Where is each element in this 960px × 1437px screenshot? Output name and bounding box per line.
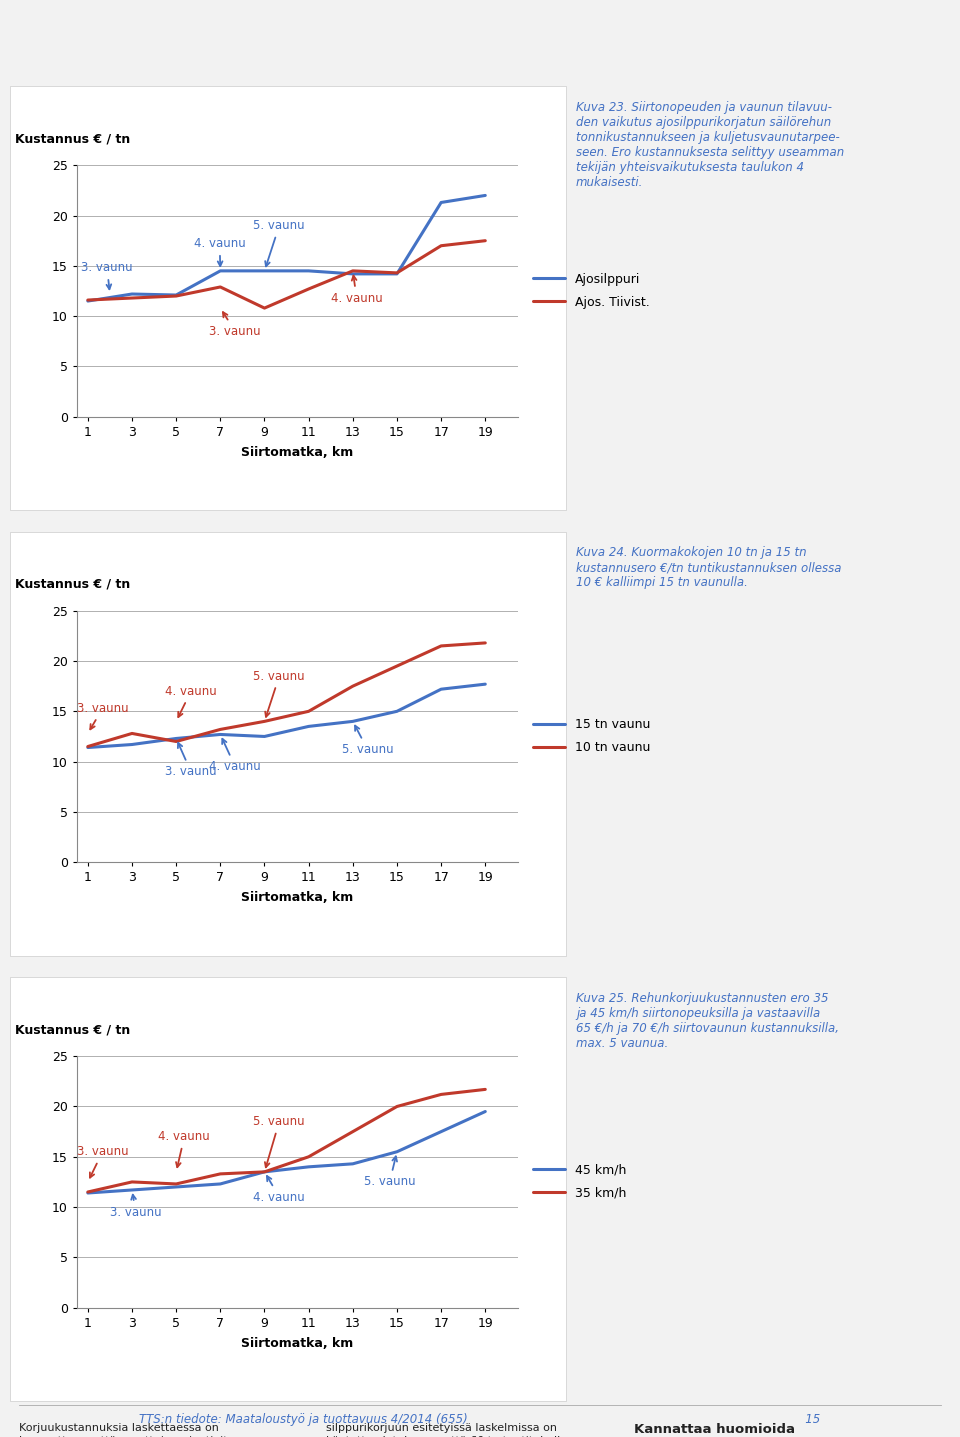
Text: Kuva 23. Siirtonopeuden ja vaunun tilavuu-
den vaikutus ajosilppurikorjatun säil: Kuva 23. Siirtonopeuden ja vaunun tilavu… <box>576 101 844 188</box>
Line: 45 km/h: 45 km/h <box>88 1112 486 1193</box>
Ajosilppuri <box>392 266 403 283</box>
Text: Kannattaa huomioida: Kannattaa huomioida <box>634 1423 795 1436</box>
45 km/h <box>392 1144 403 1161</box>
10 tn vaunu <box>303 703 315 720</box>
Text: 5. vaunu: 5. vaunu <box>342 726 394 756</box>
35 km/h <box>480 1081 492 1098</box>
10 tn vaunu <box>82 739 94 756</box>
10 tn vaunu <box>392 658 403 675</box>
15 tn vaunu <box>436 681 447 698</box>
Legend: 15 tn vaunu, 10 tn vaunu: 15 tn vaunu, 10 tn vaunu <box>534 718 650 754</box>
35 km/h <box>82 1184 94 1201</box>
45 km/h <box>82 1184 94 1201</box>
Line: 35 km/h: 35 km/h <box>88 1089 486 1193</box>
Text: 3. vaunu: 3. vaunu <box>77 701 129 730</box>
35 km/h <box>215 1165 227 1183</box>
Ajos. Tiivist. <box>348 262 359 279</box>
Ajosilppuri <box>348 266 359 283</box>
45 km/h <box>215 1175 227 1193</box>
15 tn vaunu <box>480 675 492 693</box>
35 km/h <box>259 1164 271 1181</box>
Ajosilppuri <box>480 187 492 204</box>
Text: 3. vaunu: 3. vaunu <box>209 312 261 338</box>
Ajos. Tiivist. <box>392 264 403 282</box>
Ajos. Tiivist. <box>259 299 271 316</box>
Ajosilppuri <box>215 262 227 279</box>
15 tn vaunu <box>259 727 271 744</box>
10 tn vaunu <box>215 721 227 739</box>
Line: 15 tn vaunu: 15 tn vaunu <box>88 684 486 747</box>
Legend: Ajosilppuri, Ajos. Tiivist.: Ajosilppuri, Ajos. Tiivist. <box>534 273 650 309</box>
Ajos. Tiivist. <box>480 233 492 250</box>
10 tn vaunu <box>171 733 182 750</box>
15 tn vaunu <box>127 736 138 753</box>
45 km/h <box>480 1104 492 1121</box>
X-axis label: Siirtomatka, km: Siirtomatka, km <box>242 891 353 904</box>
Ajosilppuri <box>171 286 182 303</box>
45 km/h <box>348 1155 359 1173</box>
X-axis label: Siirtomatka, km: Siirtomatka, km <box>242 1336 353 1349</box>
35 km/h <box>436 1086 447 1104</box>
15 tn vaunu <box>392 703 403 720</box>
Text: 4. vaunu: 4. vaunu <box>194 237 246 266</box>
35 km/h <box>348 1124 359 1141</box>
Ajos. Tiivist. <box>171 287 182 305</box>
Text: 3. vaunu: 3. vaunu <box>77 1145 129 1178</box>
15 tn vaunu <box>215 726 227 743</box>
35 km/h <box>171 1175 182 1193</box>
Ajosilppuri <box>303 262 315 279</box>
Ajos. Tiivist. <box>82 292 94 309</box>
Text: TTS:n tiedote: Maataloustyö ja tuottavuus 4/2014 (655)                          : TTS:n tiedote: Maataloustyö ja tuottavuu… <box>139 1413 821 1426</box>
Text: 4. vaunu: 4. vaunu <box>330 276 382 305</box>
Ajosilppuri <box>436 194 447 211</box>
Ajosilppuri <box>82 293 94 310</box>
Legend: 45 km/h, 35 km/h: 45 km/h, 35 km/h <box>534 1164 626 1200</box>
Text: Kustannus € / tn: Kustannus € / tn <box>15 132 131 145</box>
10 tn vaunu <box>436 638 447 655</box>
Ajos. Tiivist. <box>215 279 227 296</box>
Text: 4. vaunu: 4. vaunu <box>158 1129 210 1167</box>
Text: Kuva 25. Rehunkorjuukustannusten ero 35
ja 45 km/h siirtonopeuksilla ja vastaavi: Kuva 25. Rehunkorjuukustannusten ero 35 … <box>576 992 839 1049</box>
Text: 5. vaunu: 5. vaunu <box>253 1115 305 1167</box>
35 km/h <box>303 1148 315 1165</box>
Text: Kuva 24. Kuormakokojen 10 tn ja 15 tn
kustannusero €/tn tuntikustannuksen olless: Kuva 24. Kuormakokojen 10 tn ja 15 tn ku… <box>576 546 842 589</box>
10 tn vaunu <box>259 713 271 730</box>
Text: 3. vaunu: 3. vaunu <box>109 1194 161 1219</box>
45 km/h <box>303 1158 315 1175</box>
10 tn vaunu <box>480 634 492 651</box>
10 tn vaunu <box>348 678 359 696</box>
X-axis label: Siirtomatka, km: Siirtomatka, km <box>242 445 353 458</box>
Text: 5. vaunu: 5. vaunu <box>364 1157 416 1188</box>
Text: Kustannus € / tn: Kustannus € / tn <box>15 578 131 591</box>
Ajos. Tiivist. <box>127 289 138 306</box>
Line: Ajos. Tiivist.: Ajos. Tiivist. <box>88 241 486 308</box>
45 km/h <box>436 1124 447 1141</box>
15 tn vaunu <box>348 713 359 730</box>
Text: silppurikorjuun esitetyissä laskelmissa on
käytetty oletuksena, että 60 tn tunti: silppurikorjuun esitetyissä laskelmissa … <box>326 1423 567 1437</box>
Text: 5. vaunu: 5. vaunu <box>253 218 305 266</box>
Ajosilppuri <box>259 262 271 279</box>
Ajosilppuri <box>127 286 138 303</box>
Ajos. Tiivist. <box>436 237 447 254</box>
Line: Ajosilppuri: Ajosilppuri <box>88 195 486 302</box>
Text: 3. vaunu: 3. vaunu <box>165 743 217 779</box>
Text: Korjuukustannuksia laskettaessa on
huomattava, että muuttujavariaatioita on
usei: Korjuukustannuksia laskettaessa on huoma… <box>19 1423 263 1437</box>
15 tn vaunu <box>82 739 94 756</box>
45 km/h <box>259 1164 271 1181</box>
45 km/h <box>127 1181 138 1198</box>
10 tn vaunu <box>127 724 138 741</box>
Text: 4. vaunu: 4. vaunu <box>209 739 261 773</box>
35 km/h <box>127 1173 138 1190</box>
15 tn vaunu <box>171 730 182 747</box>
Text: 5. vaunu: 5. vaunu <box>253 670 305 717</box>
Line: 10 tn vaunu: 10 tn vaunu <box>88 642 486 747</box>
Text: 3. vaunu: 3. vaunu <box>82 262 132 289</box>
Text: 4. vaunu: 4. vaunu <box>165 684 217 717</box>
35 km/h <box>392 1098 403 1115</box>
45 km/h <box>171 1178 182 1196</box>
Text: 4. vaunu: 4. vaunu <box>253 1175 305 1204</box>
15 tn vaunu <box>303 718 315 736</box>
Text: Kustannus € / tn: Kustannus € / tn <box>15 1023 131 1036</box>
Ajos. Tiivist. <box>303 280 315 297</box>
